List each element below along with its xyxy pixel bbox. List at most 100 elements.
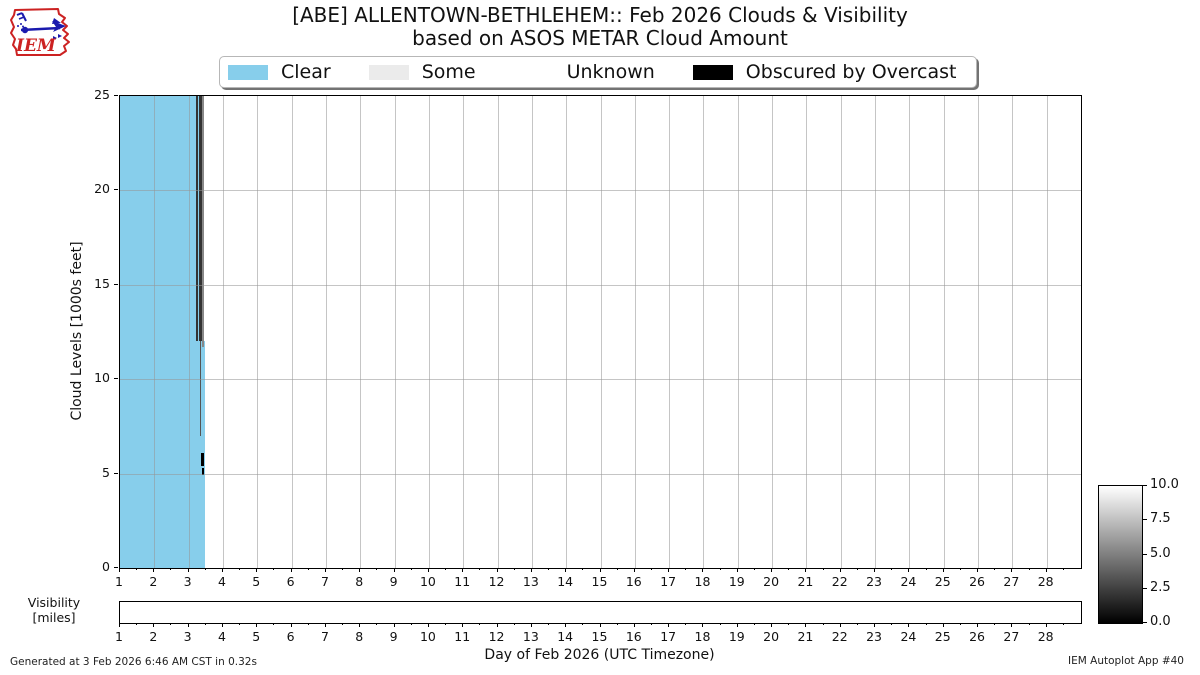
x-tick	[324, 568, 326, 572]
vis-x-minor-tick	[822, 623, 824, 625]
vis-x-minor-tick	[788, 623, 790, 625]
vis-x-minor-tick	[891, 623, 893, 625]
gridline-vertical	[463, 96, 465, 568]
vis-x-minor-tick	[136, 623, 138, 625]
x-tick-label: 21	[797, 574, 814, 589]
vis-x-minor-tick	[650, 623, 652, 625]
clear-swatch	[228, 64, 268, 80]
vis-x-tick-label: 27	[1003, 629, 1020, 644]
x-tick	[1011, 568, 1013, 572]
vis-x-tick-label: 2	[149, 629, 158, 644]
x-tick-label: 5	[252, 574, 261, 589]
y-tick-label: 10	[94, 370, 110, 386]
obscured-swatch	[692, 64, 733, 80]
cloud-layer-event	[202, 96, 204, 348]
vis-x-tick-label: 6	[286, 629, 295, 644]
x-tick	[153, 568, 155, 572]
x-tick-label: 26	[969, 574, 985, 589]
title-line-1: [ABE] ALLENTOWN-BETHLEHEM:: Feb 2026 Clo…	[292, 3, 908, 27]
vis-x-tick-label: 26	[969, 629, 985, 644]
gridline-vertical	[634, 96, 636, 568]
vis-x-tick	[874, 623, 876, 627]
vis-x-minor-tick	[204, 623, 206, 625]
vis-x-tick	[565, 623, 567, 627]
vis-x-tick	[908, 623, 910, 627]
x-tick	[668, 568, 670, 572]
legend-label-some: Some	[421, 61, 476, 83]
colorbar-tick	[1143, 485, 1147, 486]
x-tick-label: 11	[454, 574, 471, 589]
gridline-vertical	[1046, 96, 1048, 568]
x-axis-label: Day of Feb 2026 (UTC Timezone)	[484, 647, 715, 663]
x-minor-tick	[582, 568, 584, 570]
visibility-axis-label: Visibility [miles]	[27, 595, 81, 625]
vis-x-tick	[496, 623, 498, 627]
x-tick	[771, 568, 773, 572]
vis-x-tick	[290, 623, 292, 627]
vis-x-minor-tick	[376, 623, 378, 625]
gridline-vertical	[291, 96, 293, 568]
vis-x-minor-tick	[410, 623, 412, 625]
vis-x-tick-label: 4	[217, 629, 226, 644]
gridline-vertical	[806, 96, 808, 568]
unknown-swatch	[513, 64, 554, 80]
vis-x-tick-label: 16	[625, 629, 642, 644]
x-tick-label: 22	[831, 574, 848, 589]
x-tick	[908, 568, 910, 572]
y-tick-label: 25	[94, 87, 110, 102]
y-tick	[114, 567, 118, 568]
colorbar-tick	[1143, 622, 1147, 623]
vis-x-tick-label: 23	[866, 629, 883, 644]
legend: Clear Some Unknown Obscured by Overcast	[219, 56, 977, 88]
x-tick-label: 1	[115, 574, 123, 589]
vis-x-tick	[256, 623, 258, 627]
vis-x-tick-label: 19	[728, 629, 745, 644]
x-tick-label: 4	[217, 574, 226, 589]
x-minor-tick	[479, 568, 481, 570]
colorbar-tick-label: 2.5	[1150, 579, 1171, 595]
y-tick	[114, 472, 118, 474]
vis-x-tick	[771, 623, 773, 627]
clear-sky-region	[120, 96, 200, 568]
vis-x-tick	[805, 623, 807, 627]
x-minor-tick	[788, 568, 790, 570]
vis-x-tick	[839, 623, 841, 627]
vis-x-minor-tick	[959, 623, 961, 625]
x-tick-label: 17	[660, 574, 677, 589]
vis-x-tick-label: 24	[900, 629, 917, 644]
vis-x-minor-tick	[994, 623, 996, 625]
x-minor-tick	[719, 568, 721, 570]
vis-x-minor-tick	[548, 623, 550, 625]
x-tick	[736, 568, 738, 572]
gridline-horizontal	[120, 190, 1081, 192]
x-minor-tick	[342, 568, 344, 570]
some-swatch	[368, 64, 409, 80]
x-tick-label: 10	[419, 574, 436, 589]
x-tick-label: 2	[149, 574, 158, 589]
vis-x-tick	[119, 623, 120, 627]
vis-x-tick-label: 18	[694, 629, 711, 644]
x-tick	[977, 568, 979, 572]
vis-x-minor-tick	[1062, 623, 1064, 625]
vis-x-tick	[530, 623, 532, 627]
x-tick-label: 19	[728, 574, 745, 589]
colorbar-tick-label: 0.0	[1150, 614, 1171, 629]
visibility-colorbar	[1098, 485, 1143, 624]
vis-x-tick-label: 28	[1037, 629, 1054, 644]
x-tick	[874, 568, 876, 572]
x-minor-tick	[513, 568, 515, 570]
x-tick	[702, 568, 704, 572]
gridline-vertical	[772, 96, 774, 568]
gridline-vertical	[566, 96, 568, 568]
x-tick	[119, 568, 120, 572]
colorbar-tick	[1143, 519, 1147, 521]
vis-x-tick	[1045, 623, 1047, 627]
x-tick-label: 13	[522, 574, 539, 589]
gridline-vertical	[943, 96, 945, 568]
gridline-horizontal	[120, 473, 1081, 475]
cloud-layer-event	[199, 96, 203, 342]
gridline-vertical	[840, 96, 842, 568]
vis-x-minor-tick	[685, 623, 687, 625]
iem-logo-text: IEM	[15, 36, 57, 56]
x-tick	[942, 568, 944, 572]
